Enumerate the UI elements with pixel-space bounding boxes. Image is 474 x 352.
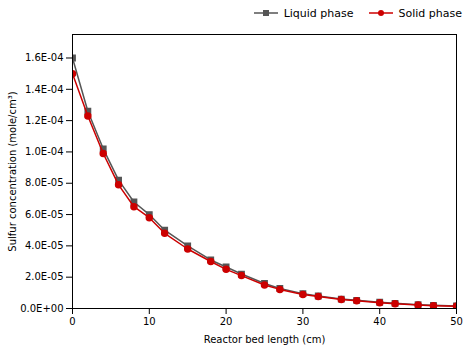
html-text:Liquid phase: Liquid phase (283, 6, 354, 20)
svg-text:2.0E-05: 2.0E-05 (25, 271, 64, 282)
svg-text:1.4E-04: 1.4E-04 (25, 84, 64, 95)
svg-text:50: 50 (450, 316, 463, 327)
html-text:Solid phase: Solid phase (398, 6, 462, 20)
svg-text:0.0E+00: 0.0E+00 (20, 303, 63, 314)
svg-text:4.0E-05: 4.0E-05 (25, 240, 64, 251)
svg-text:0: 0 (69, 316, 75, 327)
svg-text:30: 30 (297, 316, 310, 327)
svg-text:Sulfur concentration (mole/cm³: Sulfur concentration (mole/cm³) (7, 91, 18, 251)
svg-text:40: 40 (373, 316, 386, 327)
svg-text:8.0E-05: 8.0E-05 (25, 177, 64, 188)
svg-text:20: 20 (220, 316, 233, 327)
svg-text:1.6E-04: 1.6E-04 (25, 52, 64, 63)
svg-text:6.0E-05: 6.0E-05 (25, 209, 64, 220)
svg-text:Reactor bed length (cm): Reactor bed length (cm) (204, 334, 326, 345)
svg-text:10: 10 (143, 316, 156, 327)
svg-text:1.2E-04: 1.2E-04 (25, 115, 64, 126)
svg-text:1.0E-04: 1.0E-04 (25, 146, 64, 157)
